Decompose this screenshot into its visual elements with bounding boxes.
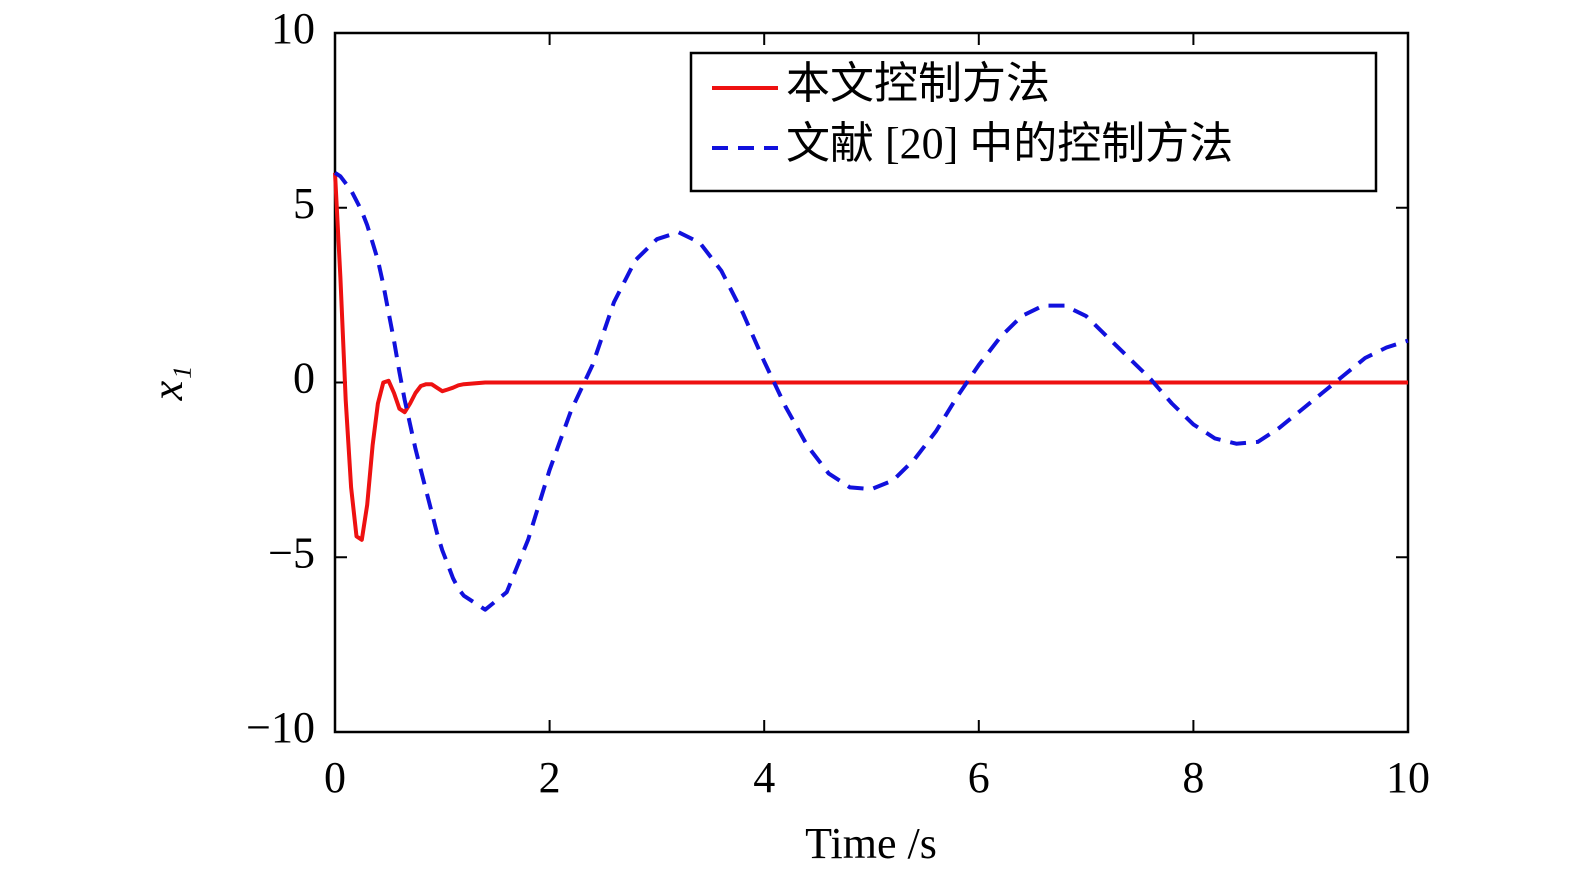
legend-label: 本文控制方法 xyxy=(786,59,1050,108)
y-tick-label: 5 xyxy=(293,179,315,228)
y-axis-label: x₁ xyxy=(143,366,192,402)
x-tick-label: 8 xyxy=(1182,753,1204,802)
series-line xyxy=(333,172,1408,542)
x-tick-label: 0 xyxy=(324,753,346,802)
legend-label: 文献 [20] 中的控制方法 xyxy=(786,119,1233,168)
x-tick-label: 4 xyxy=(753,753,775,802)
series-line xyxy=(333,171,1409,612)
y-tick-label: 0 xyxy=(293,354,315,403)
legend-box xyxy=(689,51,1378,193)
x-axis-label: Time /s xyxy=(805,819,937,868)
y-tick-label: −5 xyxy=(268,528,315,577)
y-tick-label: −10 xyxy=(246,703,315,752)
y-tick-label: 10 xyxy=(271,4,315,53)
x-tick-label: 6 xyxy=(968,753,990,802)
x-tick-label: 10 xyxy=(1386,753,1430,802)
x-tick-label: 2 xyxy=(539,753,561,802)
